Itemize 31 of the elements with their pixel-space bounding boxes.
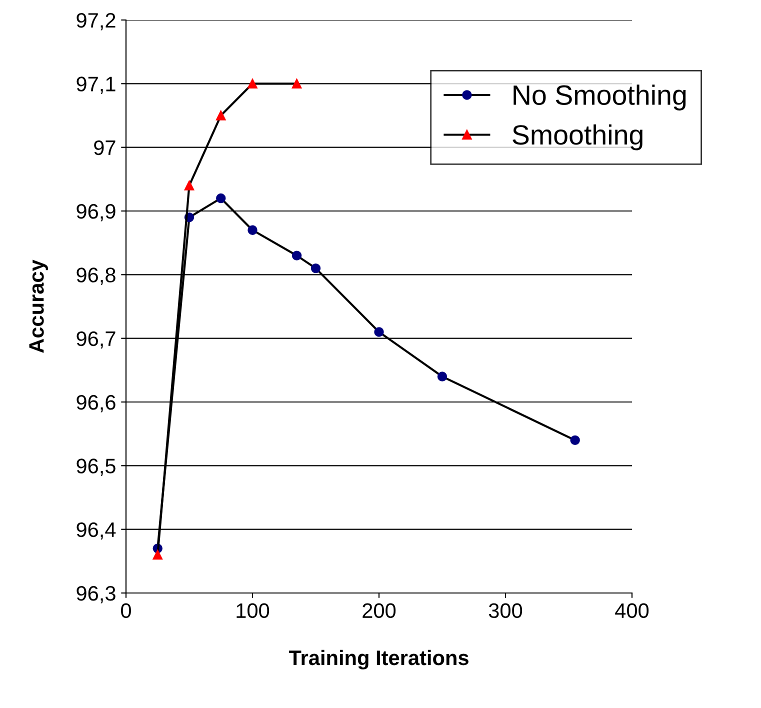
legend-label: No Smoothing (514, 84, 686, 110)
point (374, 327, 384, 337)
x-tick-label: 300 (488, 603, 522, 618)
legend-label: Smoothing (512, 124, 642, 150)
x-tick-label: 200 (362, 603, 396, 618)
point (248, 78, 258, 89)
point (310, 263, 321, 274)
y-tick-label: 96,4 (76, 522, 116, 540)
x-tick-label: 0 (121, 603, 131, 618)
point (216, 193, 226, 204)
y-tick-label: 96,7 (76, 331, 116, 349)
y-tick-label: 96,6 (76, 395, 116, 412)
point (570, 435, 580, 446)
y-tick-label: 97,1 (76, 76, 116, 94)
point (216, 110, 226, 120)
point (152, 550, 162, 560)
x-tick-label: 400 (615, 603, 649, 618)
point (292, 78, 302, 89)
x-axis-title: Training Iterations (288, 650, 468, 670)
y-tick-label: 96,3 (76, 586, 116, 604)
y-tick-label: 96,5 (76, 458, 116, 476)
point (184, 180, 194, 190)
y-tick-label: 96,9 (76, 204, 116, 222)
x-tick-label: 100 (236, 603, 270, 618)
point (248, 225, 258, 235)
y-tick-label: 96,8 (76, 268, 116, 285)
point (292, 250, 302, 260)
point (437, 372, 448, 382)
y-tick-label: 97 (94, 140, 116, 156)
y-tick-label: 97,2 (76, 13, 116, 30)
y-axis-title: Accuracy (29, 260, 48, 353)
